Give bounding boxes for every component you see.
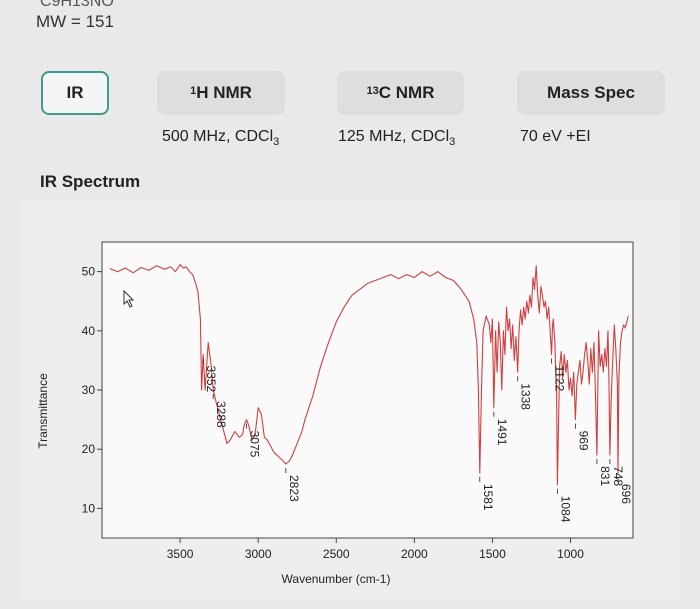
peak-label: 748 [611,466,625,486]
plot-frame [101,241,634,539]
x-tick-label: 1500 [479,547,506,561]
c-nmr-conditions: 125 MHz, CDCl3 [338,128,456,149]
peak-label: 1581 [481,484,495,511]
peak-label: 1491 [495,419,509,446]
y-axis-label: Transmittance [36,373,50,449]
tab-c-nmr-sup: 13 [366,85,379,97]
peak-annotations: 3352 3288 3075 2823 1581 1491 1338 1122 1084 969 8… [202,358,633,523]
cursor-arrow-icon [123,289,135,308]
tab-c-nmr[interactable]: 13 C NMR [337,71,464,115]
y-tick-label: 40 [82,324,96,338]
peak-label: 1122 [552,365,566,391]
peak-label: 1084 [558,496,572,523]
tab-h-nmr-sup: 1 [190,85,197,97]
tab-h-nmr-label: H NMR [196,83,252,102]
x-tick-label: 1000 [557,547,584,561]
tab-ir-label: IR [66,83,84,102]
series-group [109,263,629,486]
x-axis-label: Wavenumber (cm-1) [282,572,391,586]
molecular-formula: C9H13NO [40,0,114,10]
peak-label: 969 [576,431,590,451]
peak-label: 3075 [247,431,261,458]
spectrum-line [109,263,629,486]
peak-label: 3288 [214,401,228,428]
x-tick-label: 3500 [167,547,194,561]
peak-label: 1338 [519,383,533,410]
x-tick-label: 2000 [401,547,428,561]
y-tick-label: 30 [82,383,96,397]
y-tick-label: 50 [82,265,96,279]
peak-label: 831 [598,466,612,486]
y-tick-label: 20 [82,442,96,456]
section-title: IR Spectrum [40,172,141,191]
y-axis-ticks: 10 20 30 40 50 [82,265,102,515]
x-axis-ticks: 3500 3000 2500 2000 1500 1000 [167,538,584,561]
tab-ir[interactable]: IR [41,71,109,115]
tab-c-nmr-label: C NMR [378,83,435,102]
h-nmr-conditions: 500 MHz, CDCl3 [162,128,280,149]
tab-mass-spec[interactable]: Mass Spec [517,71,665,115]
peak-label: 2823 [287,475,301,502]
peak-label: 696 [619,484,633,504]
peak-label: 3352 [204,365,218,392]
plot-area [101,241,634,539]
y-tick-label: 10 [82,501,96,515]
tab-h-nmr[interactable]: 1 H NMR [157,71,285,115]
tab-mass-spec-label: Mass Spec [547,83,635,102]
x-tick-label: 3000 [245,547,272,561]
molecular-weight: MW = 151 [36,12,114,31]
x-tick-label: 2500 [323,547,350,561]
mass-spec-conditions: 70 eV +EI [520,128,591,145]
